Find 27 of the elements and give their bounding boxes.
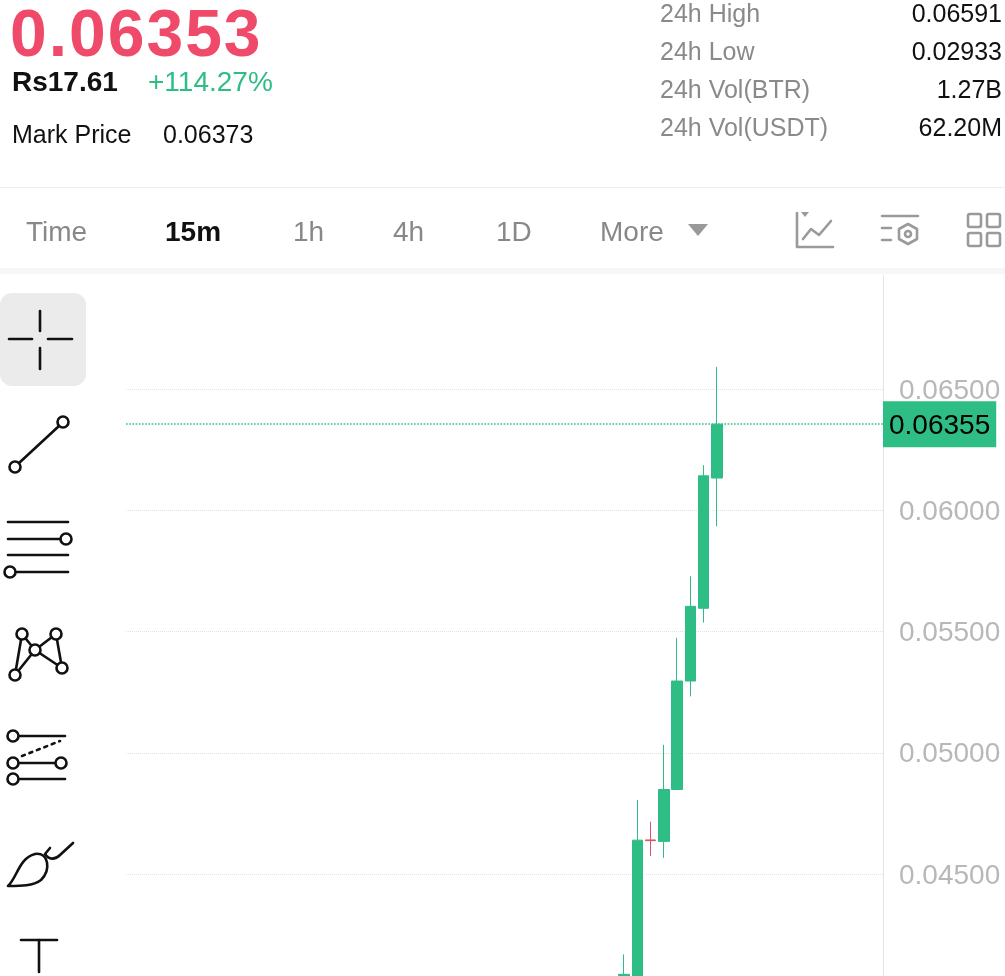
text: More [600,215,664,249]
candlestick [618,953,630,976]
y-tick-label: 0.04500 [899,858,1001,890]
y-tick-label: 0.06500 [899,373,1001,405]
ref-line-label: 0.06355 [889,408,991,440]
text: 24h Vol(BTR) [660,74,811,104]
text: 1D [496,215,532,249]
text: Time [26,215,88,249]
y-tick-label: 0.05500 [899,616,1001,648]
text: 4h [393,215,425,249]
text: 24h High [660,0,761,28]
candlestick [632,799,643,976]
candlestick [645,821,656,857]
text: 24h Low [660,36,755,66]
candlestick [698,464,709,624]
y-tick-label: 0.05000 [899,737,1001,769]
text: 0.02933 [911,36,1002,66]
text: 24h Vol(USDT) [660,112,829,142]
text: 0.06373 [163,119,254,149]
text: Mark Price [12,119,132,149]
text: 62.20M [918,112,1002,142]
text: 1.27B [936,74,1002,104]
text: 15m [165,215,222,249]
text: 0.06591 [911,0,1002,28]
text: 1h [293,215,325,249]
candlestick [685,575,696,697]
y-tick-label: 0.06000 [899,494,1001,526]
